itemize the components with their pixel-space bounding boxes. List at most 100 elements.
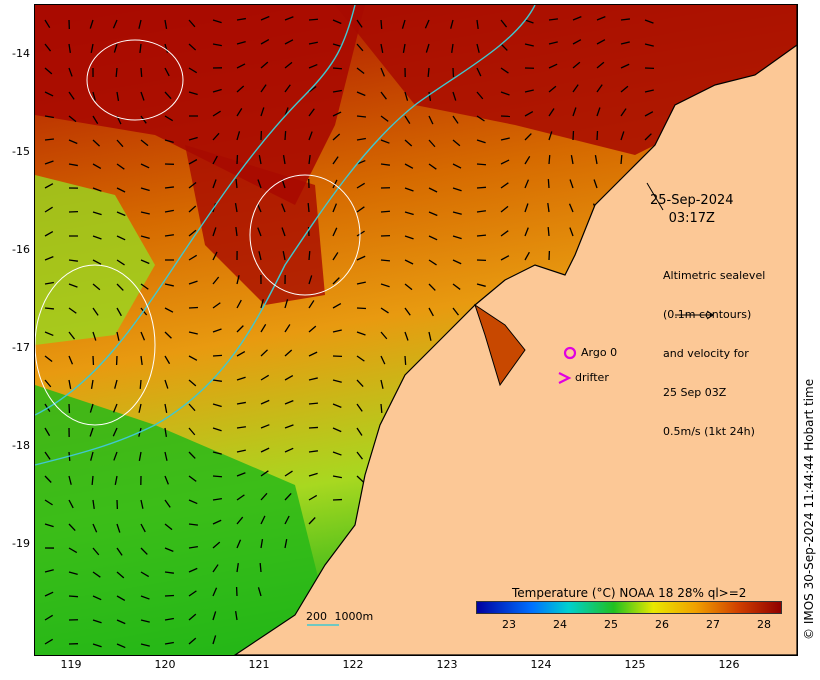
velocity-arrow (380, 283, 390, 288)
velocity-arrow (524, 133, 532, 141)
velocity-arrow (380, 43, 384, 53)
velocity-arrow (68, 163, 78, 167)
velocity-arrow (140, 571, 150, 578)
velocity-arrow (308, 517, 316, 525)
velocity-arrow (332, 43, 342, 48)
altimetry-line: (0.1m contours) (663, 308, 752, 321)
velocity-arrow (212, 251, 218, 261)
velocity-arrow (307, 202, 310, 213)
colorbar (476, 601, 782, 614)
velocity-arrow (332, 475, 342, 479)
velocity-arrow (212, 328, 222, 333)
velocity-arrow (164, 427, 168, 437)
velocity-arrow (524, 89, 534, 93)
velocity-arrow (44, 206, 53, 213)
x-tick: 122 (342, 658, 364, 671)
time-text: 03:17Z (668, 211, 715, 226)
velocity-arrow (116, 643, 126, 649)
velocity-arrow (569, 227, 574, 237)
velocity-arrow (500, 182, 509, 189)
velocity-arrow (92, 211, 102, 216)
velocity-arrow (284, 374, 294, 381)
velocity-arrow (428, 283, 436, 291)
velocity-arrow (116, 235, 126, 241)
y-tick: -17 (12, 341, 30, 354)
velocity-arrow (257, 587, 262, 597)
velocity-arrow (476, 186, 487, 189)
velocity-arrow (260, 399, 270, 405)
velocity-arrow (164, 451, 168, 461)
velocity-arrow (332, 451, 342, 456)
velocity-arrow (260, 447, 270, 453)
velocity-arrow (44, 499, 53, 506)
velocity-arrow (452, 187, 462, 192)
velocity-arrow (308, 131, 313, 141)
map-canvas[interactable] (34, 4, 798, 656)
velocity-arrow (452, 307, 459, 316)
velocity-arrow (401, 19, 406, 29)
velocity-arrow (308, 494, 318, 501)
velocity-arrow (356, 230, 365, 237)
velocity-arrow (68, 283, 78, 288)
velocity-arrow (620, 41, 630, 45)
velocity-arrow (260, 424, 270, 429)
velocity-arrow (188, 451, 196, 459)
colorbar-tick: 28 (757, 618, 771, 631)
velocity-arrow (548, 41, 558, 45)
velocity-arrow (68, 523, 76, 531)
velocity-arrow (116, 211, 126, 217)
velocity-arrow (380, 163, 391, 166)
velocity-arrow (116, 91, 120, 101)
velocity-arrow (356, 403, 363, 412)
velocity-arrow (112, 427, 118, 437)
altimetry-note: Altimetric sealevel (0.1m contours) and … (663, 243, 765, 451)
velocity-arrow (282, 251, 286, 261)
velocity-arrow (476, 91, 484, 100)
velocity-arrow (188, 229, 197, 237)
velocity-arrow (44, 451, 51, 460)
velocity-arrow (212, 132, 220, 141)
x-tick: 125 (624, 658, 646, 671)
velocity-arrow (308, 154, 311, 165)
velocity-arrow (188, 159, 198, 165)
velocity-arrow (428, 235, 438, 241)
velocity-arrow (188, 523, 199, 526)
velocity-arrow (547, 226, 550, 237)
velocity-arrow (92, 523, 98, 533)
velocity-arrow (164, 283, 174, 287)
velocity-arrow (260, 84, 267, 93)
velocity-arrow (92, 595, 102, 601)
velocity-arrow (92, 283, 101, 291)
velocity-arrow (138, 403, 142, 413)
velocity-arrow (500, 19, 508, 28)
velocity-arrow (140, 211, 150, 215)
velocity-arrow (140, 283, 149, 290)
velocity-arrow (44, 355, 53, 363)
velocity-arrow (92, 619, 102, 624)
altimetry-line: 25 Sep 03Z (663, 386, 727, 399)
velocity-arrow (92, 307, 99, 316)
velocity-arrow (212, 519, 222, 525)
velocity-arrow (188, 181, 197, 189)
velocity-arrow (451, 43, 454, 53)
velocity-arrow (258, 251, 262, 261)
velocity-arrow (380, 19, 383, 30)
velocity-arrow (596, 61, 605, 69)
velocity-arrow (548, 131, 553, 141)
velocity-arrow (620, 131, 625, 141)
velocity-arrow (212, 276, 220, 285)
velocity-arrow (380, 67, 386, 77)
velocity-arrow (116, 331, 120, 341)
velocity-arrow (164, 67, 170, 77)
velocity-arrow (188, 403, 196, 412)
warm-core (35, 5, 365, 205)
velocity-arrow (452, 115, 459, 124)
velocity-arrow (476, 139, 486, 144)
velocity-arrow (212, 88, 222, 93)
colorbar-tick: 27 (706, 618, 720, 631)
velocity-arrow (235, 178, 238, 189)
velocity-arrow (188, 254, 198, 261)
velocity-arrow (620, 154, 623, 165)
velocity-arrow (428, 163, 437, 170)
velocity-arrow (572, 84, 579, 93)
